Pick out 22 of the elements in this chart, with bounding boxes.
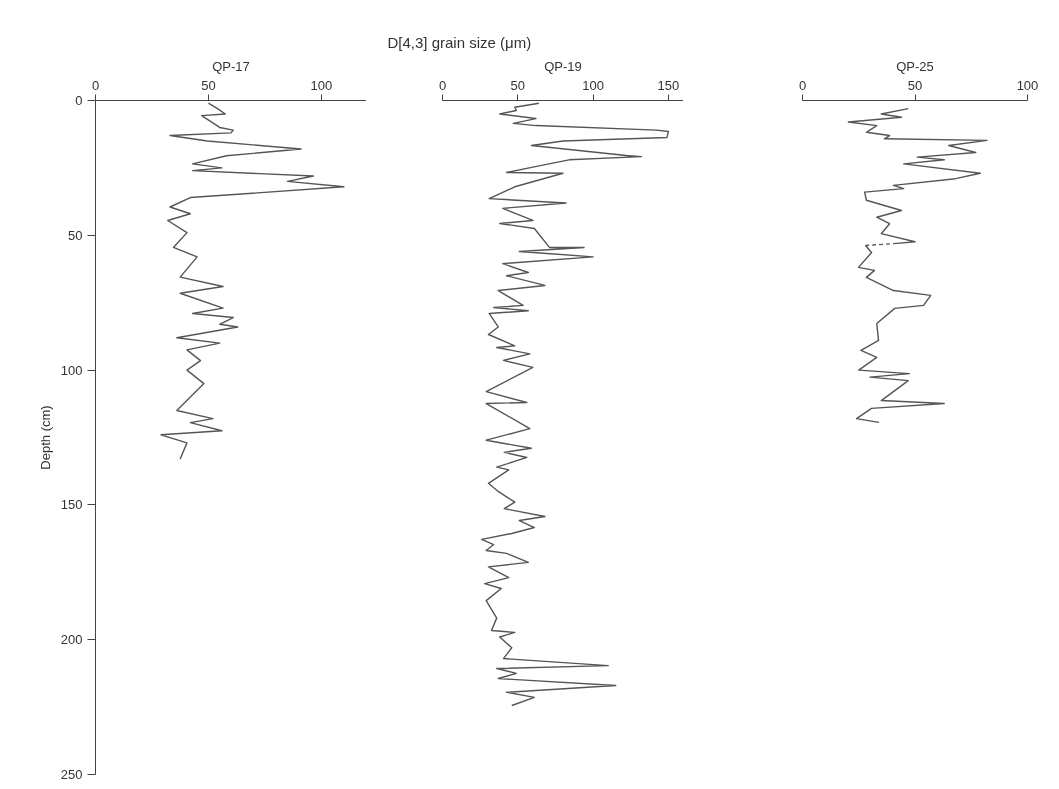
y-tick-label: 150 [60, 497, 83, 513]
y-tick-label: 100 [60, 362, 83, 378]
y-tick-label: 0 [75, 93, 83, 108]
x-tick-label: 0 [438, 77, 447, 93]
x-tick-label: 0 [798, 77, 807, 93]
y-tick-label: 50 [68, 227, 83, 243]
x-tick-label: 50 [510, 77, 526, 93]
x-tick-label: 100 [310, 77, 333, 93]
x-axis-title: D[4,3] grain size (μm) [387, 33, 532, 51]
x-tick-label: 0 [91, 77, 100, 93]
x-tick-label: 100 [1016, 77, 1039, 93]
chart-title: QP-25 [896, 58, 934, 74]
x-tick-label: 100 [582, 77, 604, 93]
x-tick-label: 150 [657, 77, 680, 93]
chart-title: QP-19 [544, 58, 582, 74]
y-tick-label: 200 [60, 632, 83, 648]
y-axis-title: Depth (cm) [37, 405, 53, 470]
x-tick-label: 50 [201, 77, 216, 93]
line-series [160, 102, 345, 460]
y-tick-label: 250 [60, 767, 83, 782]
chart-title: QP-17 [212, 58, 250, 74]
x-tick-label: 50 [907, 77, 923, 93]
